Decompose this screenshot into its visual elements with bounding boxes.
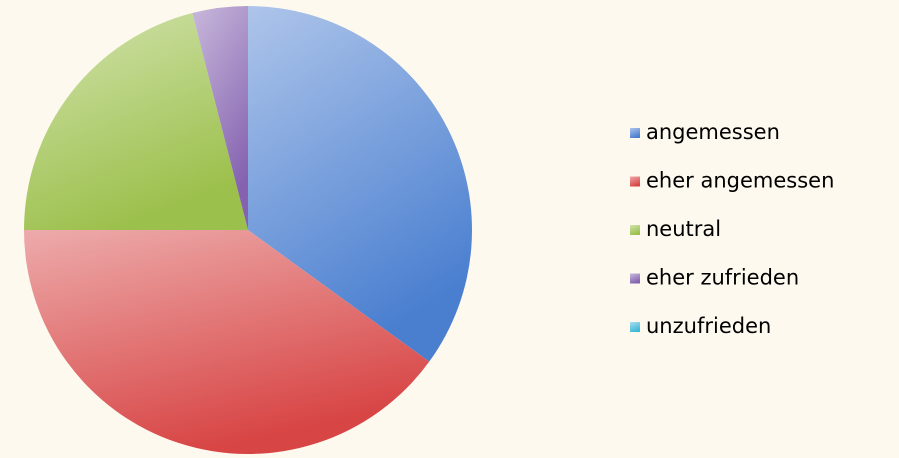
legend-label: angemessen (646, 120, 780, 144)
pie-slice (248, 6, 473, 362)
legend-swatch (630, 273, 640, 284)
legend-swatch (630, 225, 640, 235)
legend-swatch (630, 176, 640, 187)
legend-label: neutral (646, 217, 721, 241)
legend-label: eher angemessen (646, 169, 834, 193)
pie-slice (192, 6, 248, 230)
legend-label: unzufrieden (646, 314, 771, 338)
legend-swatch (630, 322, 640, 332)
pie-slice (24, 230, 430, 455)
pie-slice (24, 13, 248, 231)
legend-label: eher zufrieden (646, 266, 799, 290)
legend-swatch (630, 128, 640, 138)
